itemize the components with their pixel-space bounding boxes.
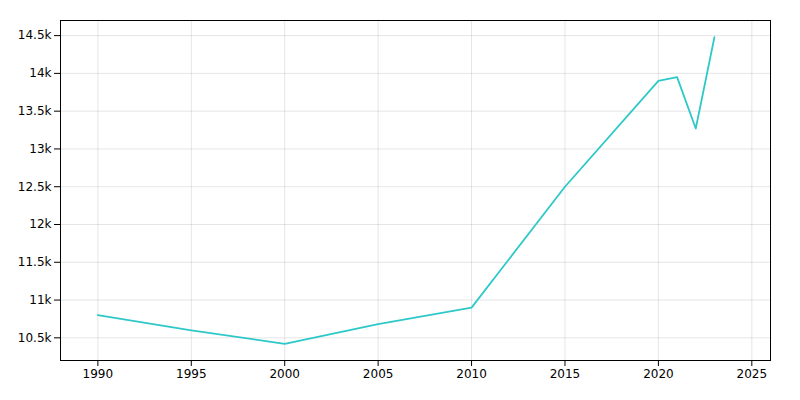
svg-text:2015: 2015	[550, 367, 581, 381]
svg-text:12.5k: 12.5k	[18, 180, 52, 194]
svg-text:13.5k: 13.5k	[18, 104, 52, 118]
svg-text:11.5k: 11.5k	[18, 255, 52, 269]
svg-text:1995: 1995	[176, 367, 207, 381]
svg-text:2010: 2010	[456, 367, 487, 381]
svg-text:14k: 14k	[29, 66, 51, 80]
svg-text:14.5k: 14.5k	[18, 28, 52, 42]
svg-text:11k: 11k	[29, 293, 51, 307]
svg-text:2000: 2000	[269, 367, 300, 381]
svg-text:10.5k: 10.5k	[18, 331, 52, 345]
svg-text:2025: 2025	[737, 367, 768, 381]
svg-text:12k: 12k	[29, 217, 51, 231]
svg-text:2005: 2005	[363, 367, 394, 381]
svg-text:1990: 1990	[83, 367, 114, 381]
svg-text:2020: 2020	[643, 367, 674, 381]
svg-text:13k: 13k	[29, 142, 51, 156]
